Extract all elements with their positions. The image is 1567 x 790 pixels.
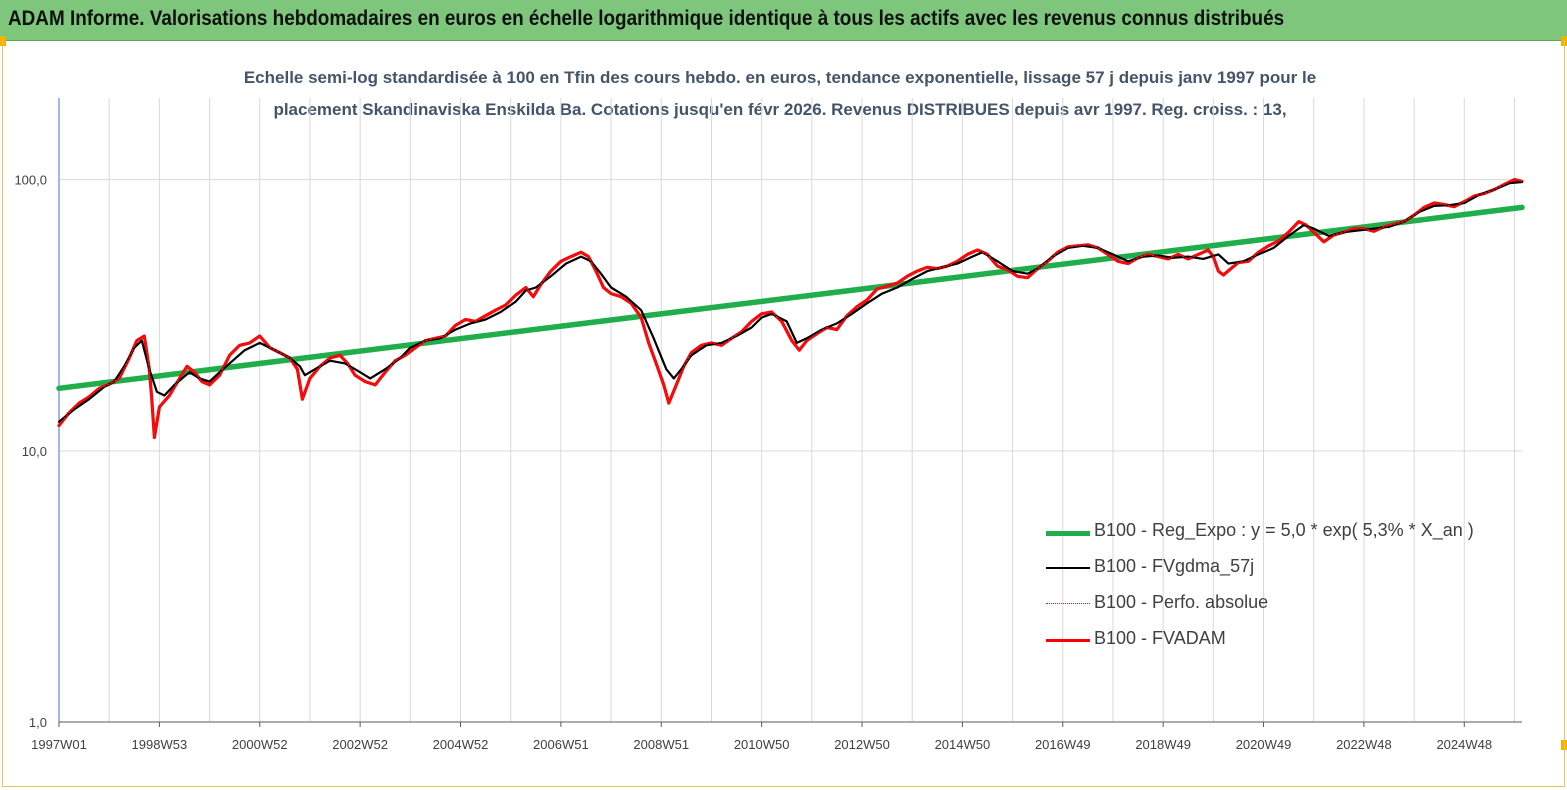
legend-label: B100 - Perfo. absolue — [1094, 592, 1269, 612]
x-tick-label: 2000W52 — [232, 737, 288, 752]
x-tick-label: 2022W48 — [1336, 737, 1392, 752]
series-layer — [56, 178, 1525, 440]
legend-swatch — [1046, 567, 1090, 569]
x-tick-label: 2010W50 — [734, 737, 790, 752]
legend-label: B100 - Reg_Expo : y = 5,0 * exp( 5,3% * … — [1094, 520, 1474, 540]
x-tick-label: 1998W53 — [132, 737, 188, 752]
x-tick-label: 2002W52 — [332, 737, 388, 752]
horizontal-gridlines — [59, 179, 1522, 723]
y-tick-label: 10,0 — [22, 444, 47, 459]
legend-label: B100 - FVgdma_57j — [1094, 556, 1255, 576]
report-header: ADAM Informe. Valorisations hebdomadaire… — [0, 0, 1567, 41]
legend-swatch — [1046, 639, 1090, 642]
x-tick-label: 2016W49 — [1035, 737, 1091, 752]
chart-frame — [2, 40, 1565, 787]
x-tick-label: 2024W48 — [1436, 737, 1492, 752]
legend-swatch — [1046, 603, 1090, 604]
legend-swatch — [1046, 531, 1090, 536]
x-tick-label: 2008W51 — [633, 737, 689, 752]
x-tick-label: 2006W51 — [533, 737, 589, 752]
series-line-dotted — [58, 178, 1523, 439]
x-tick-label: 2004W52 — [433, 737, 489, 752]
x-tick-label: 2020W49 — [1236, 737, 1292, 752]
x-tick-label: 1997W01 — [31, 737, 87, 752]
x-tick-label: 2018W49 — [1135, 737, 1191, 752]
axes — [58, 98, 1522, 727]
vertical-gridlines — [58, 98, 1515, 722]
series-line-thick — [57, 178, 1524, 440]
corner-marker-top-left — [0, 36, 6, 46]
y-tick-label: 100,0 — [14, 173, 47, 188]
tick-labels: 1,0 10,0 100,0 1997W01 1998W53 2000W52 2002W52… — [14, 173, 1492, 752]
legend-label: B100 - FVADAM — [1094, 628, 1226, 648]
series-line-smooth — [57, 180, 1524, 423]
y-tick-label: 1,0 — [29, 715, 47, 730]
report-title: ADAM Informe. Valorisations hebdomadaire… — [8, 7, 1285, 30]
chart-title-line2: placement Skandinaviska Enskilda Ba. Cot… — [273, 100, 1287, 119]
chart-title-line1: Echelle semi-log standardisée à 100 en T… — [243, 68, 1317, 87]
x-tick-label: 2012W50 — [834, 737, 890, 752]
x-tick-label: 2014W50 — [935, 737, 991, 752]
series-line-trend — [56, 204, 1525, 392]
